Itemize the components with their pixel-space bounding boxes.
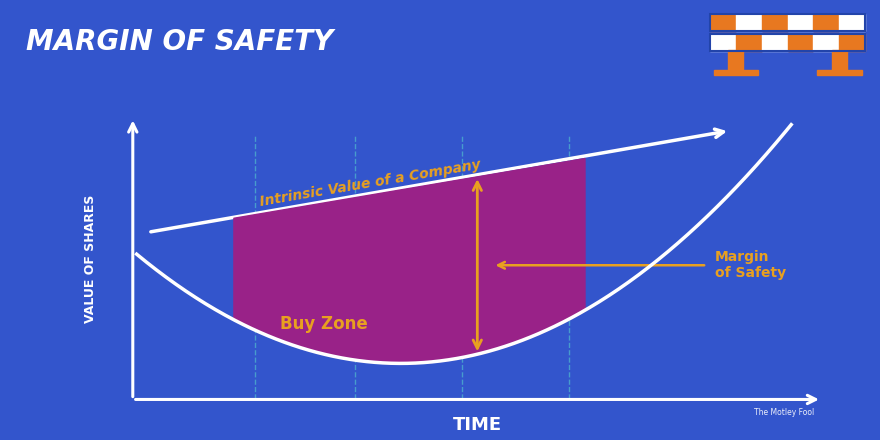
Bar	[710, 14, 736, 31]
Bar	[710, 34, 865, 51]
Text: VALUE OF SHARES: VALUE OF SHARES	[84, 194, 97, 323]
Text: MARGIN OF SAFETY: MARGIN OF SAFETY	[26, 28, 334, 56]
Text: TIME: TIME	[452, 416, 502, 434]
Bar	[714, 70, 758, 76]
Text: The Motley Fool: The Motley Fool	[754, 408, 814, 418]
Bar	[762, 34, 788, 51]
Bar	[788, 34, 813, 51]
Bar	[736, 34, 762, 51]
Bar	[736, 14, 762, 31]
Bar	[813, 14, 840, 31]
Text: Buy Zone: Buy Zone	[281, 315, 368, 333]
Bar	[729, 50, 744, 73]
Text: Intrinsic Value of a Company: Intrinsic Value of a Company	[259, 158, 481, 209]
Bar	[813, 34, 840, 51]
Bar	[788, 14, 813, 31]
Bar	[762, 14, 788, 31]
Bar	[710, 34, 736, 51]
Bar	[832, 50, 847, 73]
Bar	[840, 14, 865, 31]
Bar	[840, 34, 865, 51]
Bar	[710, 14, 865, 31]
Text: Margin
of Safety: Margin of Safety	[715, 250, 786, 280]
Bar	[818, 70, 862, 76]
